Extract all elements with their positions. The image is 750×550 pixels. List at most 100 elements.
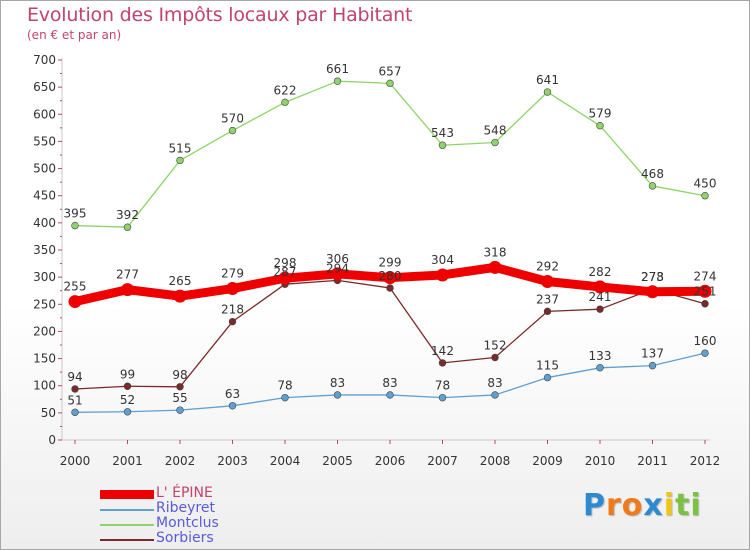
- data-point: [436, 268, 449, 282]
- data-point: [123, 382, 132, 390]
- data-label: 304: [431, 253, 454, 267]
- data-label: 83: [330, 376, 345, 390]
- legend-swatch: [100, 524, 154, 526]
- data-point: [543, 373, 552, 382]
- data-point: [71, 385, 79, 393]
- data-label: 78: [277, 379, 292, 393]
- data-point: [123, 408, 132, 416]
- data-point: [281, 393, 289, 402]
- data-point: [701, 300, 709, 308]
- legend-swatch: [100, 490, 154, 499]
- data-point: [386, 391, 394, 399]
- x-tick-label: 2004: [270, 454, 301, 468]
- x-tick-label: 2007: [427, 454, 458, 468]
- data-point: [646, 285, 659, 299]
- data-point: [176, 406, 184, 414]
- data-point: [701, 349, 709, 357]
- data-label: 83: [382, 376, 397, 390]
- data-point: [281, 98, 289, 107]
- data-label: 133: [589, 349, 612, 363]
- data-point: [386, 79, 394, 88]
- data-label: 274: [694, 269, 717, 283]
- data-label: 160: [694, 334, 717, 348]
- data-point: [596, 305, 604, 313]
- data-label: 273: [641, 270, 664, 284]
- x-tick-label: 2011: [637, 454, 668, 468]
- logo-letter: o: [621, 488, 644, 523]
- y-tick-label: 200: [33, 324, 56, 338]
- logo-letter: r: [606, 488, 622, 523]
- data-point: [593, 280, 607, 294]
- data-point: [438, 141, 447, 149]
- y-tick-label: 500: [33, 162, 56, 176]
- data-label: 137: [641, 347, 664, 361]
- data-label: 641: [536, 73, 559, 87]
- x-tick-label: 2010: [585, 454, 616, 468]
- data-label: 277: [116, 268, 139, 282]
- data-label: 543: [431, 126, 454, 140]
- data-point: [228, 126, 237, 135]
- legend-swatch: [100, 509, 154, 511]
- data-label: 395: [64, 207, 87, 221]
- data-label: 287: [274, 265, 297, 279]
- data-label: 306: [326, 252, 349, 266]
- data-point: [701, 192, 709, 200]
- data-point: [648, 182, 657, 190]
- data-label: 570: [221, 112, 244, 126]
- legend-label: Montclus: [156, 515, 219, 531]
- data-label: 294: [326, 261, 349, 275]
- data-label: 98: [172, 368, 187, 382]
- data-point: [71, 408, 79, 417]
- legend-label: Sorbiers: [156, 530, 214, 546]
- logo-letter: P: [583, 488, 606, 523]
- data-point: [383, 271, 397, 285]
- data-label: 515: [169, 141, 192, 155]
- data-label: 218: [221, 303, 244, 317]
- data-point: [331, 267, 344, 281]
- data-label: 622: [274, 83, 297, 97]
- data-label: 115: [536, 359, 559, 373]
- data-label: 52: [120, 393, 135, 407]
- data-point: [333, 77, 342, 85]
- data-point: [228, 317, 237, 326]
- x-tick-label: 2002: [165, 454, 196, 468]
- data-label: 282: [589, 265, 612, 279]
- x-tick-label: 2006: [375, 454, 406, 468]
- data-point: [491, 391, 499, 399]
- y-tick-label: 250: [33, 297, 56, 311]
- data-point: [543, 307, 552, 316]
- x-tick-label: 2009: [532, 454, 563, 468]
- data-point: [228, 402, 237, 410]
- data-point: [71, 221, 79, 230]
- data-label: 318: [484, 245, 507, 259]
- data-label: 657: [379, 64, 402, 78]
- data-point: [278, 271, 292, 285]
- x-tick-label: 2012: [690, 454, 721, 468]
- y-tick-label: 600: [33, 107, 56, 121]
- legend-swatch: [100, 539, 154, 541]
- data-label: 251: [694, 285, 717, 299]
- data-label: 450: [694, 177, 717, 191]
- data-point: [121, 283, 134, 297]
- data-point: [488, 260, 502, 274]
- data-label: 278: [641, 270, 664, 284]
- x-tick-label: 2001: [112, 454, 143, 468]
- x-tick-label: 2005: [322, 454, 353, 468]
- data-label: 241: [589, 290, 612, 304]
- data-label: 55: [172, 391, 187, 405]
- data-point: [386, 284, 394, 292]
- data-point: [438, 359, 447, 367]
- y-tick-label: 300: [33, 270, 56, 284]
- y-tick-label: 700: [33, 53, 56, 67]
- data-label: 279: [221, 267, 244, 281]
- data-point: [698, 284, 712, 298]
- data-label: 548: [484, 124, 507, 138]
- data-point: [596, 121, 604, 130]
- logo-letter: i: [663, 488, 676, 523]
- data-point: [123, 223, 132, 231]
- data-point: [438, 393, 447, 402]
- data-point: [491, 353, 499, 362]
- data-point: [543, 88, 552, 96]
- legend-label: Ribeyret: [156, 500, 215, 516]
